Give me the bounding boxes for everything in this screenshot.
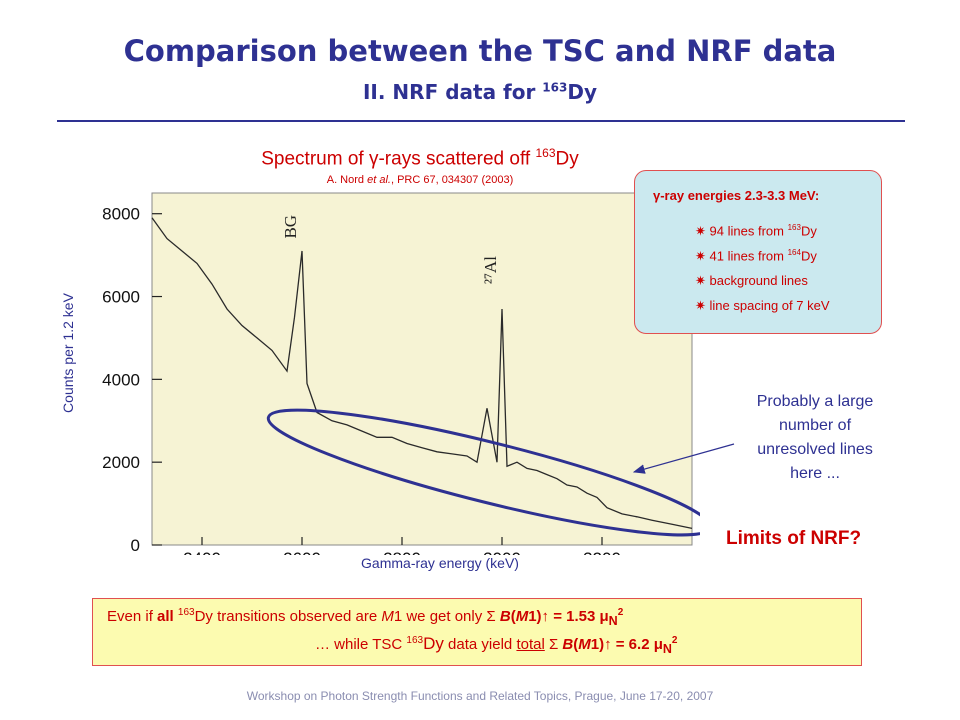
txt-bold: all — [157, 608, 174, 625]
txt: … while TSC — [315, 636, 407, 653]
y-tick-label: 0 — [131, 536, 140, 555]
note-line: unresolved lines — [757, 441, 873, 458]
txt-bi: M — [515, 608, 529, 625]
y-tick-label: 4000 — [102, 370, 140, 389]
conclusion-box: Even if all 163Dy transitions observed a… — [92, 598, 862, 666]
info-header: γ-ray energies 2.3-3.3 MeV: — [653, 188, 820, 203]
info-item: ✷ 94 lines from 163Dy — [695, 223, 817, 239]
peak-annotation: ²⁷Al — [481, 256, 500, 284]
ref-author: A. Nord — [326, 174, 368, 186]
txt-italic: M — [381, 608, 394, 625]
y-tick-label: 2000 — [102, 453, 140, 472]
info-item: ✷ 41 lines from 164Dy — [695, 248, 817, 264]
info-item: ✷ line spacing of 7 keV — [695, 298, 830, 314]
spectrum-title-middle: -rays scattered off — [378, 148, 536, 170]
txt: 1 we get only Σ — [393, 608, 500, 625]
txt-sub: N — [662, 642, 672, 656]
x-axis-label: Gamma-ray energy (keV) — [361, 555, 519, 571]
y-tick-label: 8000 — [102, 205, 140, 224]
x-tick-label: 2600 — [283, 549, 321, 555]
star-icon: ✷ — [695, 298, 706, 313]
subtitle-mass: 163 — [542, 80, 568, 95]
x-tick-label: 2800 — [383, 549, 421, 555]
info-item-post: Dy — [800, 223, 817, 239]
slide-title: Comparison between the TSC and NRF data — [123, 34, 837, 68]
gamma-symbol: γ — [368, 148, 379, 170]
title-rule — [57, 120, 905, 122]
ref-rest: , PRC 67, 034307 (2003) — [390, 174, 514, 186]
txt-sub: N — [608, 614, 618, 628]
conclusion-line-1: Even if all 163Dy transitions observed a… — [107, 607, 623, 628]
txt-sup: 163 — [177, 607, 195, 618]
txt-underline: total — [516, 636, 545, 653]
txt: 1)↑ = 1.53 μ — [528, 608, 609, 625]
spectrum-reference: A. Nord et al., PRC 67, 034307 (2003) — [160, 174, 680, 186]
txt: data yield — [443, 636, 517, 653]
txt: Even if — [107, 608, 158, 625]
plot-background — [151, 192, 693, 546]
note-line: Probably a large — [756, 393, 874, 410]
spectrum-line — [151, 217, 693, 530]
txt-bi: B — [499, 608, 511, 625]
txt-bi: B — [562, 636, 574, 653]
star-icon: ✷ — [695, 223, 706, 239]
spectrum-title-prefix: Spectrum of — [261, 148, 369, 170]
txt-sup: 2 — [617, 607, 624, 618]
info-box: γ-ray energies 2.3-3.3 MeV: ✷ 94 lines f… — [634, 170, 882, 334]
x-tick-label: 3000 — [483, 549, 521, 555]
ref-etal: et al. — [367, 174, 391, 186]
info-item-post: Dy — [800, 248, 817, 264]
note-line: here ... — [790, 465, 840, 482]
info-item-sup: 163 — [787, 223, 801, 232]
footer: Workshop on Photon Strength Functions an… — [246, 689, 714, 703]
limits-of-nrf: Limits of NRF? — [726, 528, 862, 549]
slide-subtitle: II. NRF data for 163Dy — [0, 80, 960, 104]
subtitle-element: Dy — [567, 80, 597, 104]
txt: ( — [510, 608, 516, 625]
txt-sup: 163 — [406, 635, 424, 646]
unresolved-region-ellipse — [266, 408, 700, 537]
spectrum-title-mass: 163 — [535, 146, 556, 160]
spectrum-title: Spectrum of γ-rays scattered off 163Dy — [160, 146, 680, 170]
info-item-sup: 164 — [787, 248, 801, 257]
info-item-text: background lines — [709, 273, 808, 288]
spectrum-title-element: Dy — [555, 148, 579, 170]
info-item-text: 41 lines from — [709, 248, 788, 264]
subtitle-prefix: II. NRF data for — [362, 80, 543, 104]
txt-bi: M — [578, 636, 591, 653]
txt-sup: 2 — [671, 635, 678, 646]
info-item-text: line spacing of 7 keV — [709, 298, 830, 313]
txt: ( — [573, 636, 579, 653]
txt: 1)↑ = 6.2 μ — [590, 636, 663, 653]
x-tick-label: 3200 — [583, 549, 621, 555]
y-tick-label: 6000 — [102, 288, 140, 307]
conclusion-line-2: … while TSC 163Dy data yield total Σ B(M… — [315, 634, 677, 656]
info-item-text: 94 lines from — [709, 223, 788, 239]
unresolved-lines-note: Probably a large number of unresolved li… — [720, 390, 910, 486]
note-line: number of — [778, 417, 852, 434]
txt: Dy — [423, 634, 444, 653]
txt: Dy transitions observed are — [194, 608, 382, 625]
txt: Σ — [544, 636, 563, 653]
spectrum-chart: 0 2000 4000 6000 8000 2400 2600 2800 3000 3200 BG ²… — [102, 192, 700, 555]
x-tick-label: 2400 — [183, 549, 221, 555]
peak-annotation: BG — [281, 215, 300, 239]
info-item: ✷ background lines — [695, 273, 808, 289]
star-icon: ✷ — [695, 248, 706, 264]
y-axis-label: Counts per 1.2 keV — [60, 293, 76, 413]
star-icon: ✷ — [695, 273, 706, 288]
